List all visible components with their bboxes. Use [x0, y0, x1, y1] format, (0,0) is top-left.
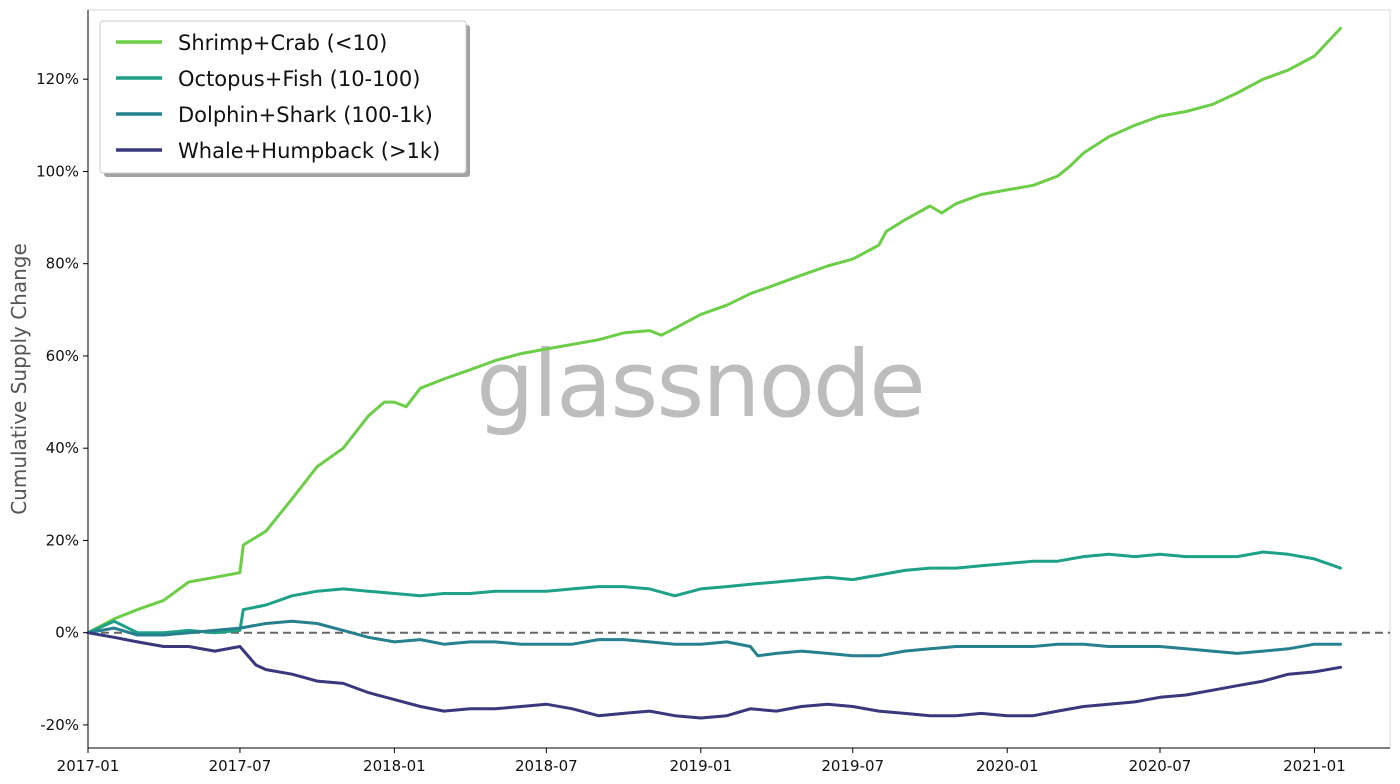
y-axis-label: Cumulative Supply Change — [7, 243, 31, 515]
plot-frame — [87, 9, 1391, 749]
legend-label: Shrimp+Crab (<10) — [178, 31, 387, 55]
x-tick-label: 2019-07 — [821, 757, 884, 775]
legend-label: Octopus+Fish (10-100) — [178, 67, 420, 91]
legend-label: Dolphin+Shark (100-1k) — [178, 103, 433, 127]
x-tick-label: 2017-07 — [209, 757, 272, 775]
legend-box — [99, 20, 467, 174]
x-tick-label: 2018-01 — [363, 757, 426, 775]
y-tick-label: 20% — [46, 531, 79, 549]
y-tick-label: 60% — [46, 347, 79, 365]
series-line-1 — [86, 26, 1342, 635]
x-tick-label: 2020-01 — [976, 757, 1039, 775]
y-axis: -20% 0% 20% 40% 60% 80% 100% 120% — [36, 70, 88, 734]
x-tick-label: 2020-07 — [1129, 757, 1192, 775]
y-tick-label: 40% — [46, 439, 79, 457]
x-tick-label: 2019-01 — [669, 757, 732, 775]
y-tick-label: 100% — [36, 162, 79, 180]
legend: Shrimp+Crab (<10) Octopus+Fish (10-100) Do… — [99, 20, 470, 177]
x-tick-label: 2018-07 — [515, 757, 578, 775]
y-tick-label: 80% — [46, 255, 79, 273]
x-tick-label: 2021-01 — [1283, 757, 1346, 775]
y-tick-label: -20% — [40, 716, 79, 734]
series-line-3 — [86, 619, 1342, 658]
y-tick-label: 120% — [36, 70, 79, 88]
x-tick-label: 2017-01 — [57, 757, 120, 775]
legend-label: Whale+Humpback (>1k) — [178, 139, 440, 163]
y-tick-label: 0% — [55, 624, 79, 642]
glassnode-watermark: glassnode — [476, 331, 924, 438]
series-line-2 — [86, 550, 1342, 635]
series-lines — [86, 26, 1342, 720]
x-axis: 2017-01 2017-07 2018-01 2018-07 2019-01 2019-… — [57, 748, 1346, 775]
series-line-4 — [86, 631, 1342, 720]
